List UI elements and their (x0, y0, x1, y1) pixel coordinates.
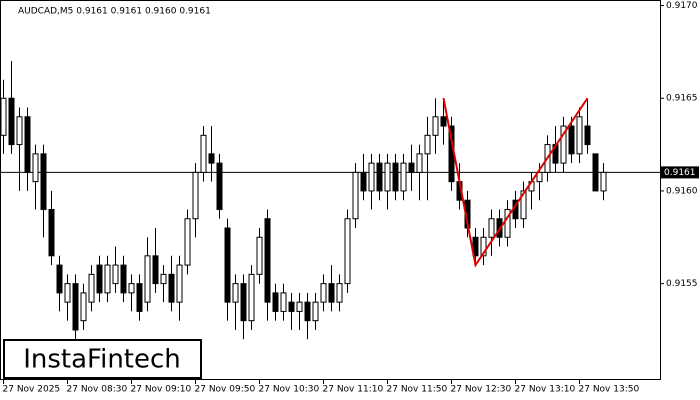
y-tick-label: 0.9155 (666, 279, 698, 289)
candle-body (216, 162, 223, 210)
candle-body (472, 236, 479, 257)
candle-body (400, 162, 407, 192)
x-tick-label: 27 Nov 11:50 (387, 385, 448, 395)
candle-body (408, 162, 415, 173)
candle-body (64, 283, 71, 303)
chart-header: AUDCAD,M5 0.9161 0.9161 0.9160 0.9161 (18, 7, 211, 17)
candle-body (600, 171, 607, 192)
candle-body (560, 125, 567, 164)
candle-body (296, 301, 303, 312)
candle-body (232, 283, 239, 303)
logo-box (3, 339, 202, 379)
candle-body (536, 171, 543, 183)
candle-body (56, 264, 63, 294)
candle-body (176, 264, 183, 303)
candle-body (72, 283, 79, 331)
x-tick-label: 27 Nov 09:10 (131, 385, 192, 395)
candle-body (48, 208, 55, 257)
candle-body (280, 292, 287, 312)
candle-body (32, 153, 39, 183)
candle-body (160, 273, 167, 285)
candle-body (352, 171, 359, 220)
candle-body (248, 273, 255, 322)
candle-body (168, 273, 175, 303)
candle-body (0, 97, 7, 136)
candle-body (240, 283, 247, 322)
x-tick-label: 27 Nov 2025 (3, 385, 61, 395)
candle-body (24, 116, 31, 173)
candle-body (104, 264, 111, 294)
y-tick-label: 0.9170 (666, 1, 698, 11)
candle-body (184, 218, 191, 266)
current-price-label: 0.9161 (664, 168, 696, 178)
candle-body (592, 153, 599, 192)
candle-body (128, 283, 135, 294)
candle-body (384, 162, 391, 192)
plot-frame (0, 0, 661, 380)
candle-body (312, 301, 319, 322)
x-tick-label: 27 Nov 13:10 (515, 385, 576, 395)
x-tick-label: 27 Nov 08:30 (67, 385, 128, 395)
candle-body (272, 292, 279, 312)
candle-body (320, 283, 327, 303)
x-tick-label: 27 Nov 12:30 (451, 385, 512, 395)
candle-body (416, 153, 423, 173)
candle-body (96, 264, 103, 294)
candle-body (568, 125, 575, 155)
candle-body (40, 153, 47, 210)
x-tick-label: 27 Nov 10:30 (259, 385, 320, 395)
candle-body (264, 218, 271, 303)
candle-body (136, 283, 143, 312)
candle-body (144, 255, 151, 303)
candle-body (488, 218, 495, 238)
x-tick-label: 27 Nov 11:10 (323, 385, 384, 395)
candle-body (376, 162, 383, 192)
y-tick-label: 0.9165 (666, 94, 698, 104)
candle-body (112, 264, 119, 285)
candle-body (152, 255, 159, 285)
candle-body (368, 162, 375, 192)
candle-body (504, 208, 511, 238)
x-tick-label: 27 Nov 13:50 (579, 385, 640, 395)
candle-body (304, 301, 311, 322)
candle-body (328, 283, 335, 303)
candle-body (576, 116, 583, 155)
x-tick-label: 27 Nov 09:50 (195, 385, 256, 395)
candle-body (192, 171, 199, 220)
candle-body (16, 116, 23, 146)
candle-body (200, 134, 207, 173)
candle-body (224, 227, 231, 303)
candle-body (520, 190, 527, 220)
candle-body (424, 134, 431, 155)
logo: InstaFintech (23, 345, 181, 375)
candle-body (288, 301, 295, 312)
candle-body (208, 153, 215, 164)
current-price-box (661, 166, 699, 179)
candle-body (360, 171, 367, 192)
candle-body (432, 116, 439, 136)
y-tick-label: 0.9160 (666, 186, 698, 196)
candle-body (584, 125, 591, 146)
candle-body (120, 264, 127, 294)
candle-body (8, 97, 15, 146)
candle-body (256, 236, 263, 275)
candle-body (440, 116, 447, 127)
candle-body (336, 283, 343, 303)
candle-body (88, 273, 95, 303)
candle-body (392, 162, 399, 192)
candle-body (80, 292, 87, 322)
pattern-line (442, 97, 589, 268)
candle-body (344, 218, 351, 285)
candle-body (480, 236, 487, 257)
